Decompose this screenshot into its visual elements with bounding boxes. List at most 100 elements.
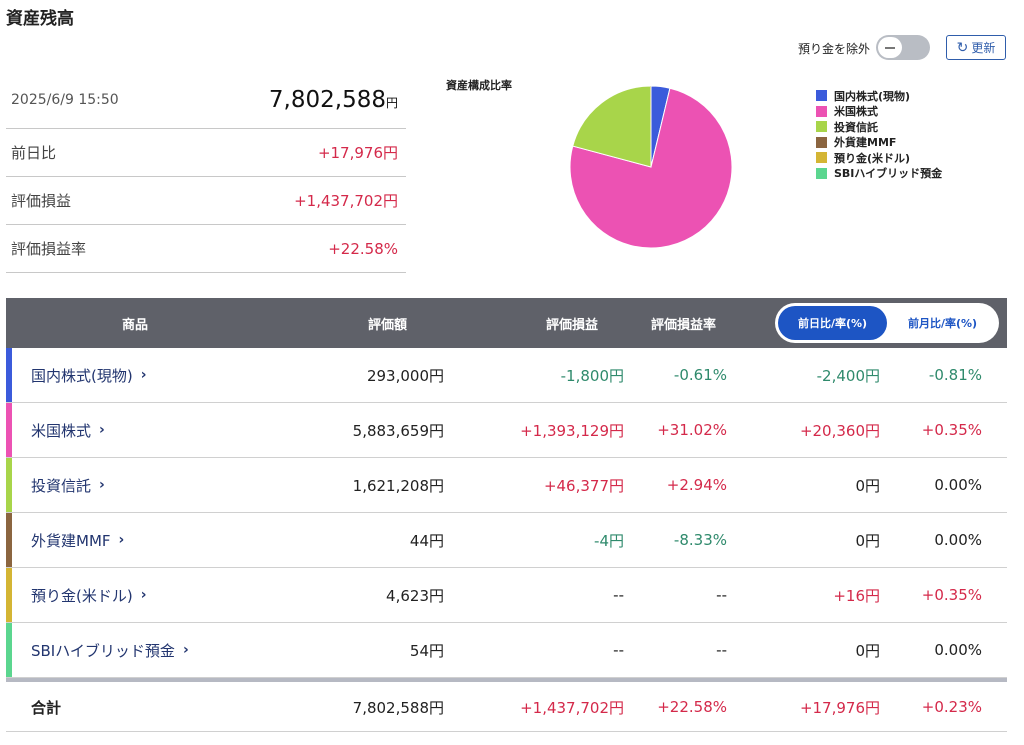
cell-profit-loss-rate: --: [716, 586, 727, 604]
cell-value: 4,623円: [386, 586, 444, 605]
refresh-icon: ↻: [956, 39, 969, 56]
refresh-button[interactable]: ↻ 更新: [946, 35, 1006, 60]
legend-item: 預り金(米ドル): [816, 150, 942, 166]
row-color-bar: [6, 513, 12, 567]
cell-diff: +16円: [833, 586, 880, 605]
legend-item: 米国株式: [816, 104, 942, 120]
table-row: 外貨建MMF › 44円 -4円 -8.33% 0円 0.00%: [6, 513, 1007, 568]
summary-label: 評価損益率: [11, 240, 87, 258]
cell-diff-rate: +0.35%: [921, 421, 982, 439]
cell-diff: -2,400円: [816, 366, 880, 385]
summary-panel: 2025/6/9 15:50 7,802,588円 前日比 +17,976円 評…: [6, 72, 406, 273]
legend-swatch: [816, 152, 827, 164]
cell-value: 7,802,588円: [352, 698, 444, 717]
chevron-right-icon: ›: [99, 477, 105, 493]
legend-swatch: [816, 167, 827, 179]
cell-profit-loss-rate: -8.33%: [673, 531, 727, 549]
cell-value: 5,883,659円: [352, 421, 444, 440]
refresh-label: 更新: [971, 41, 996, 55]
exclude-deposit-toggle[interactable]: [876, 35, 930, 60]
summary-value: +22.58%: [328, 239, 398, 258]
summary-row-daily-change: 前日比 +17,976円: [6, 129, 406, 177]
cell-profit-loss: +1,393,129円: [520, 421, 624, 440]
cell-diff-rate: +0.23%: [921, 698, 982, 716]
row-color-bar: [6, 623, 12, 677]
legend-item: 投資信託: [816, 119, 942, 135]
legend-swatch: [816, 136, 827, 148]
summary-datetime: 2025/6/9 15:50: [11, 92, 119, 108]
cell-profit-loss: -4円: [594, 531, 624, 550]
table-row: SBIハイブリッド預金 › 54円 -- -- 0円 0.00%: [6, 623, 1007, 678]
summary-row-profit-loss: 評価損益 +1,437,702円: [6, 177, 406, 225]
page-title: 資産残高: [6, 9, 74, 29]
cell-value: 44円: [409, 531, 444, 550]
product-link[interactable]: 預り金(米ドル) ›: [31, 586, 147, 605]
cell-diff: 0円: [855, 476, 880, 495]
legend-swatch: [816, 105, 827, 117]
cell-diff-rate: -0.81%: [928, 366, 982, 384]
cell-profit-loss: -1,800円: [560, 366, 624, 385]
cell-diff-rate: 0.00%: [934, 641, 982, 659]
summary-label: 前日比: [11, 144, 57, 162]
cell-profit-loss-rate: +31.02%: [657, 421, 727, 439]
table-row: 国内株式(現物) › 293,000円 -1,800円 -0.61% -2,400…: [6, 348, 1007, 403]
period-toggle: 前日比/率(%) 前月比/率(%): [775, 303, 999, 343]
legend-swatch: [816, 90, 827, 102]
header-product: 商品: [122, 317, 149, 333]
table-row: 米国株式 › 5,883,659円 +1,393,129円 +31.02% +20…: [6, 403, 1007, 458]
cell-profit-loss: --: [613, 586, 624, 604]
row-color-bar: [6, 348, 12, 402]
product-link[interactable]: 米国株式 ›: [31, 421, 105, 440]
cell-diff: +17,976円: [799, 698, 880, 717]
cell-diff-rate: 0.00%: [934, 476, 982, 494]
cell-profit-loss: +46,377円: [543, 476, 624, 495]
table-row: 預り金(米ドル) › 4,623円 -- -- +16円 +0.35%: [6, 568, 1007, 623]
exclude-deposit-label: 預り金を除外: [798, 42, 871, 56]
tab-monthly-change[interactable]: 前月比/率(%): [907, 317, 978, 330]
cell-profit-loss-rate: +2.94%: [666, 476, 727, 494]
summary-row-profit-loss-rate: 評価損益率 +22.58%: [6, 225, 406, 273]
cell-diff: 0円: [855, 531, 880, 550]
pie-legend: 国内株式(現物) 米国株式 投資信託 外貨建MMF 預り金(米ドル) SBIハイ…: [816, 88, 942, 181]
cell-value: 1,621,208円: [352, 476, 444, 495]
cell-diff: 0円: [855, 641, 880, 660]
cell-profit-loss-rate: +22.58%: [657, 698, 727, 716]
cell-profit-loss-rate: -0.61%: [673, 366, 727, 384]
summary-total-row: 2025/6/9 15:50 7,802,588円: [6, 72, 406, 129]
asset-allocation-pie-chart: [569, 85, 733, 249]
chevron-right-icon: ›: [99, 422, 105, 438]
header-profit-loss-rate: 評価損益率: [651, 317, 717, 333]
summary-value: +17,976円: [317, 144, 398, 162]
product-link[interactable]: 外貨建MMF ›: [31, 531, 125, 550]
product-link[interactable]: 投資信託 ›: [31, 476, 105, 495]
product-link[interactable]: 国内株式(現物) ›: [31, 366, 147, 385]
summary-value: +1,437,702円: [294, 192, 398, 210]
summary-label: 評価損益: [11, 192, 72, 210]
toggle-knob: [878, 37, 902, 58]
cell-diff: +20,360円: [799, 421, 880, 440]
cell-profit-loss: --: [613, 641, 624, 659]
total-label: 合計: [31, 698, 62, 717]
pie-slice-2: [572, 85, 652, 168]
table-header: 商品 評価額 評価損益 評価損益率 前日比/率(%) 前月比/率(%): [6, 298, 1007, 348]
cell-profit-loss: +1,437,702円: [520, 698, 624, 717]
legend-swatch: [816, 121, 827, 133]
product-link[interactable]: SBIハイブリッド預金 ›: [31, 641, 189, 660]
tab-daily-change[interactable]: 前日比/率(%): [778, 306, 887, 340]
summary-total-value: 7,802,588円: [268, 87, 398, 113]
chevron-right-icon: ›: [118, 532, 125, 548]
cell-diff-rate: 0.00%: [934, 531, 982, 549]
cell-value: 293,000円: [366, 366, 444, 385]
pie-slice-1: [569, 87, 733, 249]
pie-chart-title: 資産構成比率: [446, 79, 512, 92]
chevron-right-icon: ›: [140, 367, 147, 383]
table-total-row: 合計 7,802,588円 +1,437,702円 +22.58% +17,97…: [6, 678, 1007, 732]
row-color-bar: [6, 403, 12, 457]
cell-diff-rate: +0.35%: [921, 586, 982, 604]
chevron-right-icon: ›: [140, 587, 147, 603]
header-profit-loss: 評価損益: [546, 317, 599, 333]
cell-value: 54円: [409, 641, 444, 660]
row-color-bar: [6, 568, 12, 622]
legend-item: 国内株式(現物): [816, 88, 942, 104]
header-value: 評価額: [368, 317, 408, 333]
